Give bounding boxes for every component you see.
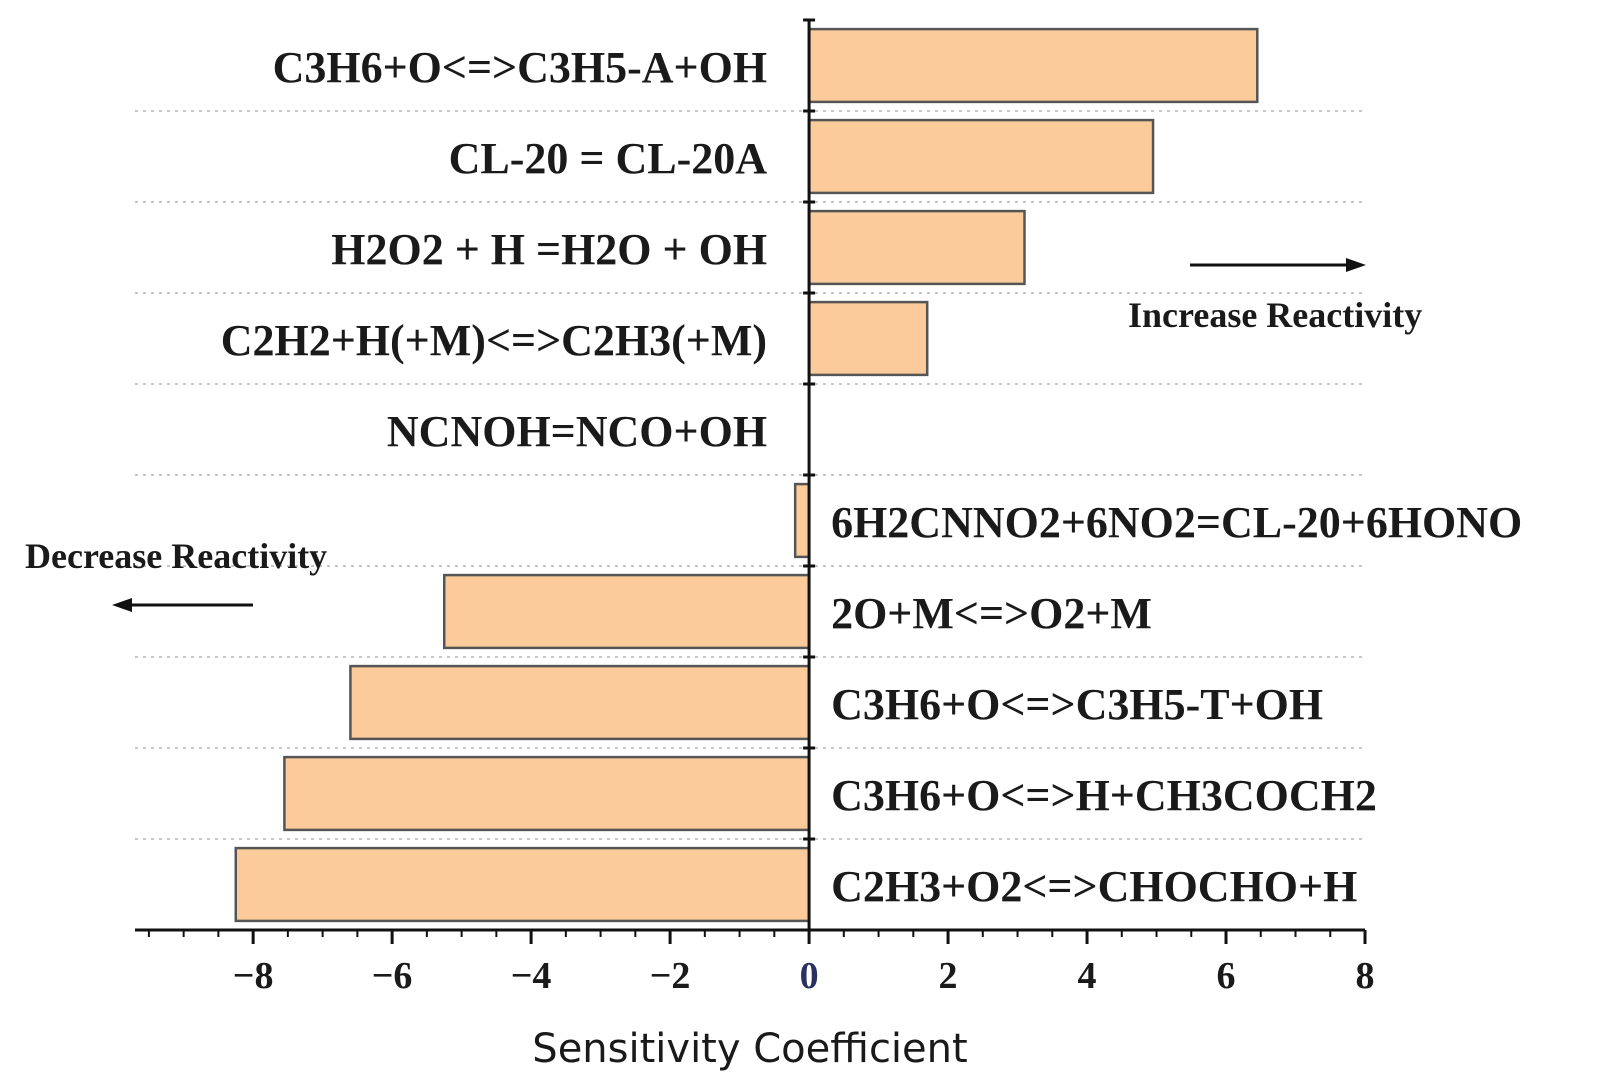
x-tick-label: −8	[233, 955, 274, 997]
category-label: 6H2CNNO2+6NO2=CL-20+6HONO	[831, 498, 1522, 547]
bar	[807, 300, 929, 377]
category-label: H2O2 + H =H2O + OH	[331, 225, 767, 274]
category-label: C3H6+O<=>H+CH3COCH2	[831, 771, 1377, 820]
category-label: C3H6+O<=>C3H5-T+OH	[831, 680, 1323, 729]
bar	[807, 118, 1155, 195]
x-tick-label: 2	[939, 955, 958, 997]
axes	[135, 18, 1367, 944]
x-tick-label: −2	[650, 955, 691, 997]
x-tick-labels: −8 −6 −4 −2 0 2 4 6 8	[233, 955, 1375, 997]
x-tick-label: 8	[1356, 955, 1375, 997]
bar	[234, 846, 811, 923]
left-arrow-icon	[112, 598, 132, 612]
x-tick-label: 0	[800, 955, 819, 997]
bar	[807, 209, 1026, 286]
decrease-reactivity-label: Decrease Reactivity	[25, 536, 327, 576]
x-tick-label: 4	[1078, 955, 1097, 997]
increase-reactivity-label: Increase Reactivity	[1128, 295, 1422, 335]
bar	[442, 573, 811, 650]
category-label: CL-20 = CL-20A	[449, 134, 768, 183]
category-label: NCNOH=NCO+OH	[387, 407, 767, 456]
category-labels: C3H6+O<=>C3H5-A+OH CL-20 = CL-20A H2O2 + H…	[221, 43, 1523, 911]
category-label: C2H2+H(+M)<=>C2H3(+M)	[221, 316, 767, 365]
decrease-reactivity-annotation: Decrease Reactivity	[25, 536, 327, 612]
bar	[349, 664, 811, 741]
bar	[283, 755, 811, 832]
x-tick-label: 6	[1217, 955, 1236, 997]
bar	[793, 482, 811, 559]
grid-lines	[135, 110, 1365, 840]
category-label: C3H6+O<=>C3H5-A+OH	[273, 43, 767, 92]
category-label: 2O+M<=>O2+M	[831, 589, 1152, 638]
bar	[807, 27, 1259, 104]
x-axis-title: Sensitivity Coefficient	[532, 1026, 967, 1072]
increase-reactivity-annotation: Increase Reactivity	[1128, 258, 1422, 335]
bars	[234, 27, 1259, 923]
category-label: C2H3+O2<=>CHOCHO+H	[831, 862, 1357, 911]
x-tick-label: −6	[372, 955, 413, 997]
right-arrow-icon	[1346, 258, 1366, 272]
x-tick-label: −4	[511, 955, 552, 997]
